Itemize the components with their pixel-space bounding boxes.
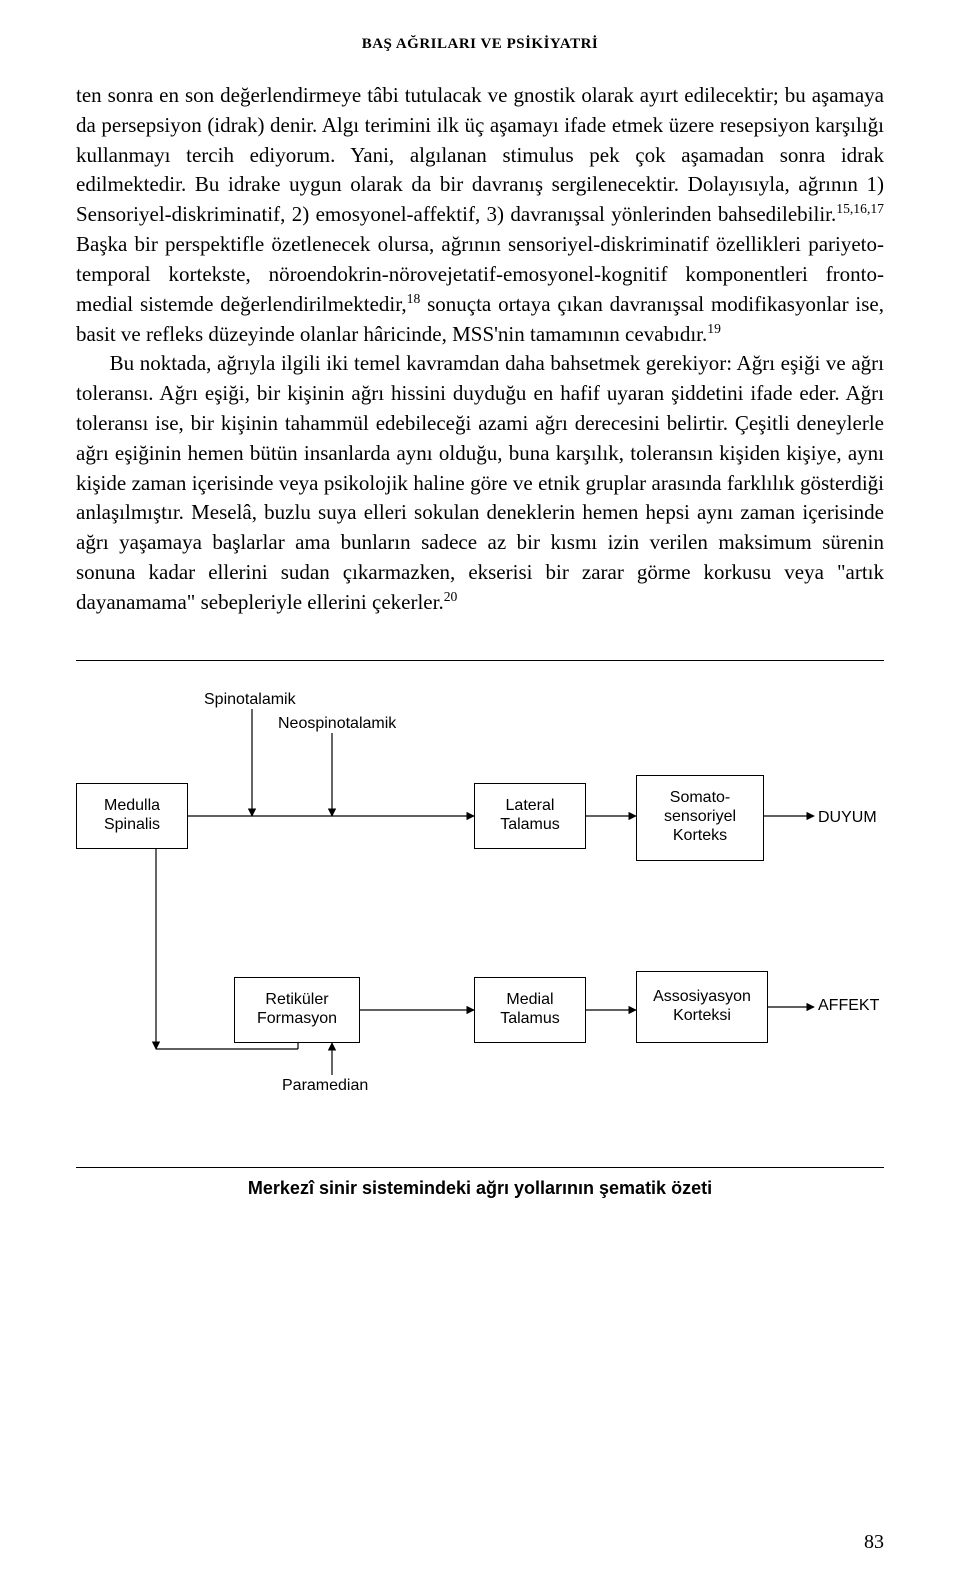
pain-pathways-diagram: Spinotalamik Neospinotalamik MedullaSpin… xyxy=(76,679,884,1149)
label-neospinotalamik: Neospinotalamik xyxy=(278,715,396,733)
running-head: BAŞ AĞRILARI VE PSİKİYATRİ xyxy=(76,36,884,53)
paragraph-1: ten sonra en son değerlendirmeye tâbi tu… xyxy=(76,81,884,349)
diagram-section: Spinotalamik Neospinotalamik MedullaSpin… xyxy=(76,660,884,1199)
node-medial-talamus: MedialTalamus xyxy=(474,977,586,1043)
node-assosiyasyon-korteksi: AssosiyasyonKorteksi xyxy=(636,971,768,1043)
diagram-connectors xyxy=(76,679,884,1149)
node-retikuler-formasyon: RetikülerFormasyon xyxy=(234,977,360,1043)
node-medulla-spinalis: MedullaSpinalis xyxy=(76,783,188,849)
paragraph-2: Bu noktada, ağrıyla ilgili iki temel kav… xyxy=(76,349,884,617)
output-affekt: AFFEKT xyxy=(818,997,879,1015)
page: BAŞ AĞRILARI VE PSİKİYATRİ ten sonra en … xyxy=(0,0,960,1578)
node-lateral-talamus: LateralTalamus xyxy=(474,783,586,849)
body-text: ten sonra en son değerlendirmeye tâbi tu… xyxy=(76,81,884,618)
label-paramedian: Paramedian xyxy=(282,1077,368,1095)
node-somatosensoriyel-korteks: Somato-sensoriyelKorteks xyxy=(636,775,764,861)
diagram-caption: Merkezî sinir sistemindeki ağrı yolların… xyxy=(76,1178,884,1199)
caption-rule xyxy=(76,1167,884,1168)
label-spinotalamik: Spinotalamik xyxy=(204,691,296,709)
output-duyum: DUYUM xyxy=(818,809,877,827)
page-number: 83 xyxy=(864,1531,884,1554)
